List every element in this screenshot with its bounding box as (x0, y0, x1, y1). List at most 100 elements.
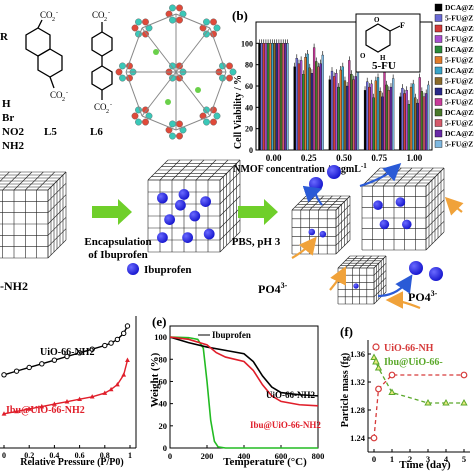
x-tick-label: 0.6 (75, 451, 85, 460)
svg-text:2: 2 (52, 17, 55, 23)
bar (383, 70, 386, 151)
annotation: UiO-66-NH2 (266, 390, 315, 400)
y-tick-label: 1.32 (350, 377, 365, 387)
bar (422, 96, 426, 151)
annotation: Ibuprofen (212, 330, 251, 340)
data-point (460, 398, 468, 406)
bar (389, 86, 393, 151)
data-point (424, 398, 432, 406)
step1-label2: of Ibuprofen (88, 249, 147, 261)
bar (330, 70, 334, 151)
legend-entry: 5-FU@Z (445, 14, 473, 23)
phosphate-label: PO4 (408, 290, 431, 304)
panel-c: Encapsulation of Ibuprofen PBS, pH 3 Ibu… (0, 159, 464, 310)
substituent-label: Br (2, 112, 14, 124)
bar (295, 58, 298, 151)
bar (341, 66, 344, 151)
ibuprofen-molecule (373, 200, 383, 210)
y-axis-label: Weight (%) (149, 352, 161, 407)
grid-line (326, 195, 342, 211)
bar (286, 43, 289, 151)
svg-text:CO: CO (50, 90, 63, 100)
mof-node-atom (203, 106, 210, 114)
bar-chart-cell-viability: 0 20 40 60 80 100 0.00 0.25 0.50 0.75 1.00 (241, 21, 433, 163)
phosphate-arrow-icon (291, 236, 317, 259)
legend-marker (372, 356, 380, 365)
data-point (14, 408, 19, 414)
bar (350, 74, 353, 151)
bar (387, 90, 390, 151)
bar (304, 57, 307, 151)
annotation: Ibu@UiO-66-NH2 (250, 420, 321, 430)
bar (310, 73, 314, 151)
mof-node-atom (169, 132, 176, 140)
ibuprofen-molecule (157, 192, 168, 204)
y-tick-label: 0 (163, 443, 167, 453)
x-tick-label: 2 (408, 454, 412, 464)
bar (284, 43, 287, 151)
mof-node-atom (210, 118, 217, 126)
grid-line (373, 262, 387, 276)
panel-label-b: (b) (232, 8, 248, 23)
grid-line (359, 255, 372, 269)
data-point (121, 372, 127, 377)
bar (420, 91, 423, 151)
grid-line (335, 222, 351, 237)
inset-5fu-molecule: F O O H 5-FU (355, 13, 421, 73)
data-point (1, 372, 7, 378)
substituent-label: H (2, 98, 11, 110)
y-tick-label: 40 (159, 399, 168, 409)
bar (297, 63, 301, 151)
legend-swatch (434, 24, 443, 33)
legend-entry: DCA@Zr (445, 129, 474, 138)
grid-line (219, 159, 241, 181)
legend-entry: UiO-66-NH (384, 343, 434, 354)
x-tick-label: 1 (128, 451, 132, 460)
mof-node-atom (176, 16, 183, 24)
legend-entry: DCA@Zr (445, 66, 474, 75)
x-axis-label: Time (day) (399, 459, 451, 471)
svg-text:-: - (110, 102, 112, 108)
svg-text:CO: CO (40, 10, 53, 20)
mof-linker-bond (125, 71, 143, 117)
bar (312, 47, 316, 151)
legend-entry: 5-FU@Z (445, 56, 473, 65)
ibuprofen-molecule (379, 219, 390, 230)
bar (372, 97, 375, 151)
bar (346, 85, 349, 151)
legend-swatch (434, 56, 443, 64)
legend-swatch (434, 87, 443, 96)
mof-linker-bond (175, 27, 211, 73)
x-tick-label: 0.00 (266, 153, 282, 163)
x-tick-label: 0.50 (336, 153, 352, 163)
grid-line (335, 195, 351, 211)
released-ibuprofen-icon (327, 165, 341, 179)
bar (392, 78, 395, 151)
mof-node-atom (203, 30, 210, 38)
data-point (108, 386, 114, 392)
data-point (460, 371, 468, 379)
mof-linker-bond (209, 27, 227, 73)
x-tick-label: 0 (2, 451, 6, 460)
data-point (13, 368, 20, 374)
panel-f: (f) Particle mass (fg) 1.36 1.32 1.28 1.24 0… (340, 324, 470, 471)
data-point (124, 323, 131, 329)
bar (368, 86, 371, 151)
linker-name-l6: L6 (90, 126, 103, 138)
mof-node-atom (142, 106, 149, 114)
data-point (108, 340, 114, 346)
substituent-label: NH2 (2, 140, 25, 152)
mof-linker-bond (175, 71, 211, 117)
x-axis-label-sup: -1 (361, 162, 367, 170)
bar (343, 80, 347, 151)
y-tick-label: 1.36 (350, 349, 365, 359)
bar (293, 66, 296, 151)
data-point (388, 388, 396, 395)
mof-node-atom (169, 16, 176, 24)
mof-node-atom (135, 118, 142, 126)
bar (407, 103, 411, 151)
mof-linker-bond (141, 13, 177, 29)
mof-crystal-structure-image (115, 4, 237, 140)
